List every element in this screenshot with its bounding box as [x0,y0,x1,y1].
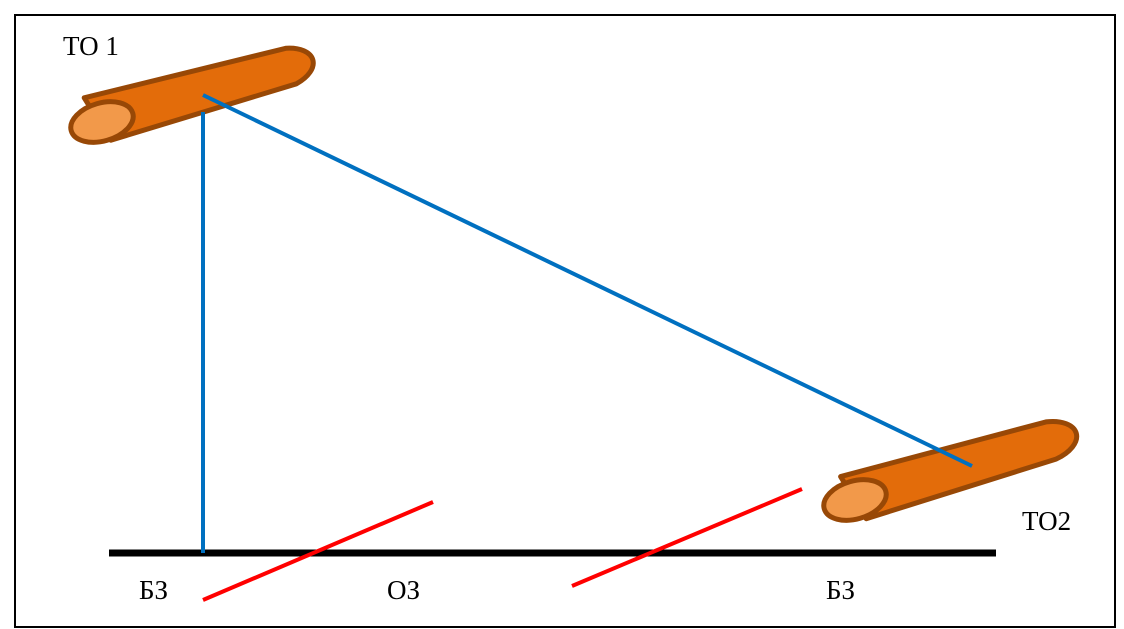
zone-boundary-right [571,487,803,588]
label-zone-middle: ОЗ [387,575,420,605]
tube-to1 [68,45,316,145]
zone-boundary-left [202,500,434,602]
diagram-frame [14,14,1116,628]
label-zone-right: БЗ [826,575,855,605]
tube-to2-end [821,477,889,523]
label-to2: ТО2 [1022,506,1071,536]
tube-to1-body [81,45,316,143]
tube-to2-body [838,419,1080,522]
label-to1: ТО 1 [63,31,119,61]
beam-diagonal [202,93,973,468]
tube-to2 [821,419,1080,523]
label-zone-left: БЗ [139,575,168,605]
tube-to1-end [68,99,136,145]
